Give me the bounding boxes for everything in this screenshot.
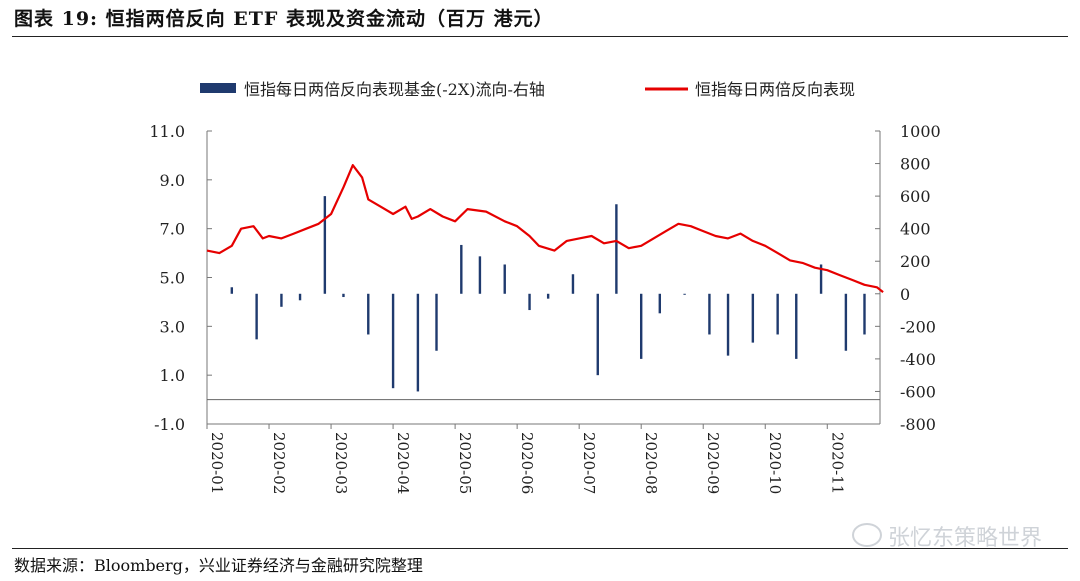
bar	[367, 293, 370, 335]
bar	[528, 293, 531, 311]
bar	[478, 256, 482, 294]
x-tick-label: 2020-10	[766, 432, 784, 494]
x-tick-label: 2020-07	[580, 432, 598, 494]
x-tick-label: 2020-06	[518, 432, 536, 494]
wechat-icon	[851, 523, 882, 547]
source-note: 数据来源：Bloomberg，兴业证券经济与金融研究院整理	[14, 556, 423, 575]
right-tick-label: 1000	[900, 122, 941, 141]
bar	[323, 196, 327, 294]
right-tick-label: 200	[900, 252, 931, 271]
x-tick-label: 2020-05	[456, 432, 474, 494]
x-tick-label: 2020-02	[270, 432, 288, 494]
legend-label-bars: 恒指每日两倍反向表现基金(-2X)流向-右轴	[244, 80, 545, 99]
right-tick-label: -200	[900, 317, 936, 336]
right-tick-label: 600	[900, 187, 931, 206]
bar	[844, 293, 848, 351]
right-tick-label: 400	[900, 220, 931, 239]
performance-line	[206, 164, 884, 293]
axes	[206, 130, 881, 429]
left-tick-label: 1.0	[160, 366, 185, 385]
bar	[460, 244, 463, 294]
x-tick-label: 2020-09	[704, 432, 722, 494]
right-tick-label: 0	[900, 285, 910, 304]
watermark-text: 张忆东策略世界	[887, 526, 1042, 551]
bar	[416, 293, 420, 392]
left-tick-label: 11.0	[149, 122, 185, 141]
left-tick-label: 7.0	[160, 220, 185, 239]
x-tick-label: 2020-08	[642, 432, 660, 494]
right-tick-label: 800	[900, 155, 931, 174]
right-tick-label: -800	[900, 415, 936, 434]
legend-label-line: 恒指每日两倍反向表现	[695, 80, 855, 99]
bar	[639, 293, 643, 359]
bar	[726, 293, 730, 356]
right-tick-label: -400	[900, 350, 936, 369]
bar-series	[230, 196, 866, 392]
bar	[298, 293, 302, 301]
bar	[546, 293, 550, 299]
watermark: 张忆东策略世界	[851, 520, 1042, 552]
right-tick-label: -600	[900, 382, 936, 401]
bar	[571, 274, 575, 294]
bar	[230, 287, 234, 294]
line-series	[206, 164, 884, 293]
chart-title: 图表 19: 恒指两倍反向 ETF 表现及资金流动（百万 港元）	[14, 8, 554, 30]
title-divider	[12, 36, 1068, 37]
bar	[795, 293, 798, 359]
bar	[708, 293, 711, 335]
bar	[863, 293, 866, 335]
bar	[435, 293, 438, 351]
bar	[658, 293, 662, 314]
x-tick-label: 2020-11	[828, 432, 846, 494]
bar	[683, 293, 686, 295]
tick-labels: 11.0 9.0 7.0 5.0 3.0 1.0 -1.0 1000 800 600 400 200 0…	[149, 122, 940, 494]
bar	[819, 264, 823, 294]
left-tick-label: 5.0	[160, 269, 185, 288]
bar	[615, 204, 618, 294]
legend: 恒指每日两倍反向表现基金(-2X)流向-右轴 恒指每日两倍反向表现	[200, 80, 855, 99]
bar	[776, 293, 779, 335]
bar	[751, 293, 755, 343]
bar	[596, 293, 599, 376]
bar	[342, 293, 345, 298]
x-tick-label: 2020-03	[332, 432, 350, 494]
bar	[503, 264, 506, 294]
x-tick-label: 2020-04	[394, 432, 412, 494]
left-tick-label: -1.0	[154, 415, 185, 434]
legend-bar-marker	[200, 83, 236, 93]
bar	[391, 293, 395, 389]
left-tick-label: 9.0	[160, 171, 185, 190]
bar	[280, 293, 283, 307]
left-tick-label: 3.0	[160, 317, 185, 336]
x-tick-label: 2020-01	[208, 432, 226, 494]
footer-divider	[12, 548, 1068, 549]
bar	[255, 293, 258, 340]
